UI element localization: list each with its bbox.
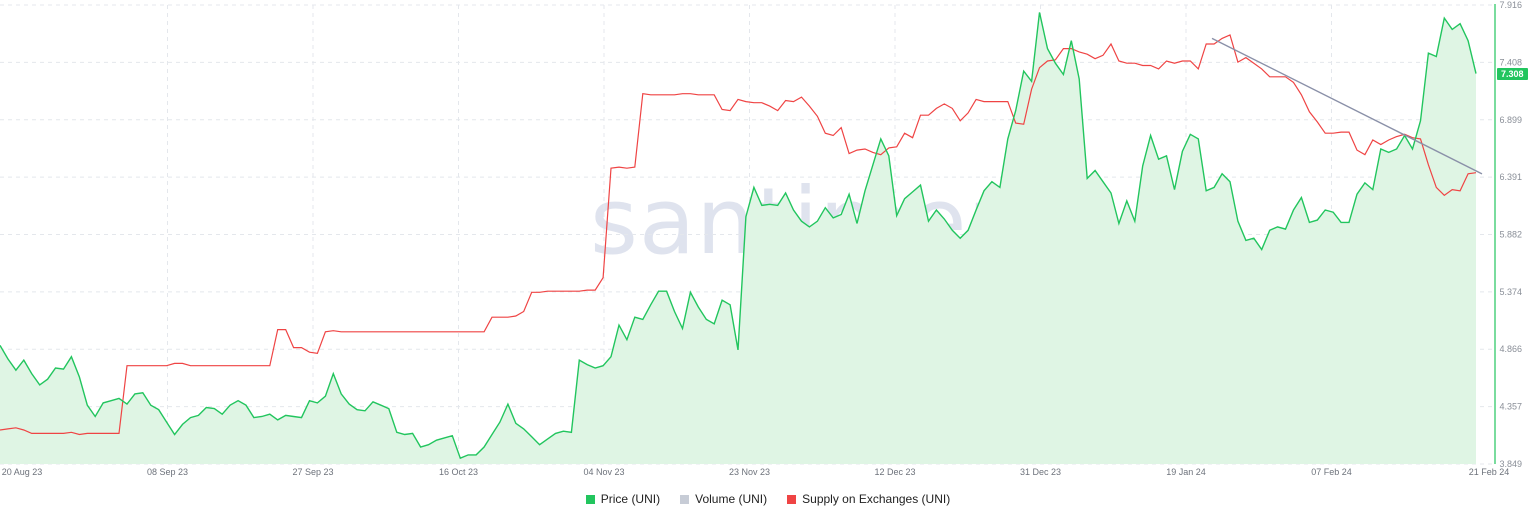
trend-line xyxy=(1211,37,1483,175)
x-tick-label: 12 Dec 23 xyxy=(874,467,915,477)
legend: Price (UNI) Volume (UNI) Supply on Excha… xyxy=(0,492,1536,506)
y-tick-label: 7.916 xyxy=(1499,0,1522,10)
x-tick-label: 31 Dec 23 xyxy=(1020,467,1061,477)
y-tick-label: 7.408 xyxy=(1499,57,1522,67)
legend-swatch-supply xyxy=(787,494,797,504)
legend-label-volume: Volume (UNI) xyxy=(695,492,768,506)
legend-swatch-volume xyxy=(680,494,690,504)
legend-item-supply[interactable]: Supply on Exchanges (UNI) xyxy=(787,492,950,506)
supply-line xyxy=(0,34,1477,436)
x-tick-label: 23 Nov 23 xyxy=(729,467,770,477)
legend-item-price[interactable]: Price (UNI) xyxy=(585,492,661,506)
y-axis-ticks: 7.916 7.408 6.899 6.391 5.882 5.374 4.866 4.357… xyxy=(1499,0,1522,469)
x-tick-label: 16 Oct 23 xyxy=(439,467,478,477)
legend-label-price: Price (UNI) xyxy=(600,492,661,506)
legend-item-volume[interactable]: Volume (UNI) xyxy=(680,492,767,506)
x-tick-label: 19 Jan 24 xyxy=(1166,467,1206,477)
legend-swatch-price xyxy=(585,494,595,504)
price-area-fill xyxy=(0,12,1476,465)
last-price-badge: 7.308 xyxy=(1497,68,1528,80)
y-tick-label: 5.374 xyxy=(1499,287,1522,297)
x-tick-label: 07 Feb 24 xyxy=(1311,467,1352,477)
price-line xyxy=(0,12,1477,460)
x-tick-label: 27 Sep 23 xyxy=(292,467,333,477)
y-tick-label: 5.882 xyxy=(1499,230,1522,240)
y-tick-label: 6.391 xyxy=(1499,172,1522,182)
y-tick-label: 4.357 xyxy=(1499,402,1522,412)
series-layer xyxy=(0,12,1483,465)
y-tick-label: 4.866 xyxy=(1499,344,1522,354)
x-tick-label: 20 Aug 23 xyxy=(2,467,43,477)
y-tick-label: 3.849 xyxy=(1499,459,1522,469)
y-tick-label: 6.899 xyxy=(1499,115,1522,125)
x-axis-ticks: 20 Aug 23 08 Sep 23 27 Sep 23 16 Oct 23 04 N… xyxy=(2,467,1510,477)
x-tick-label: 21 Feb 24 xyxy=(1469,467,1510,477)
x-tick-label: 04 Nov 23 xyxy=(583,467,624,477)
legend-label-supply: Supply on Exchanges (UNI) xyxy=(802,492,951,506)
x-tick-label: 08 Sep 23 xyxy=(147,467,188,477)
